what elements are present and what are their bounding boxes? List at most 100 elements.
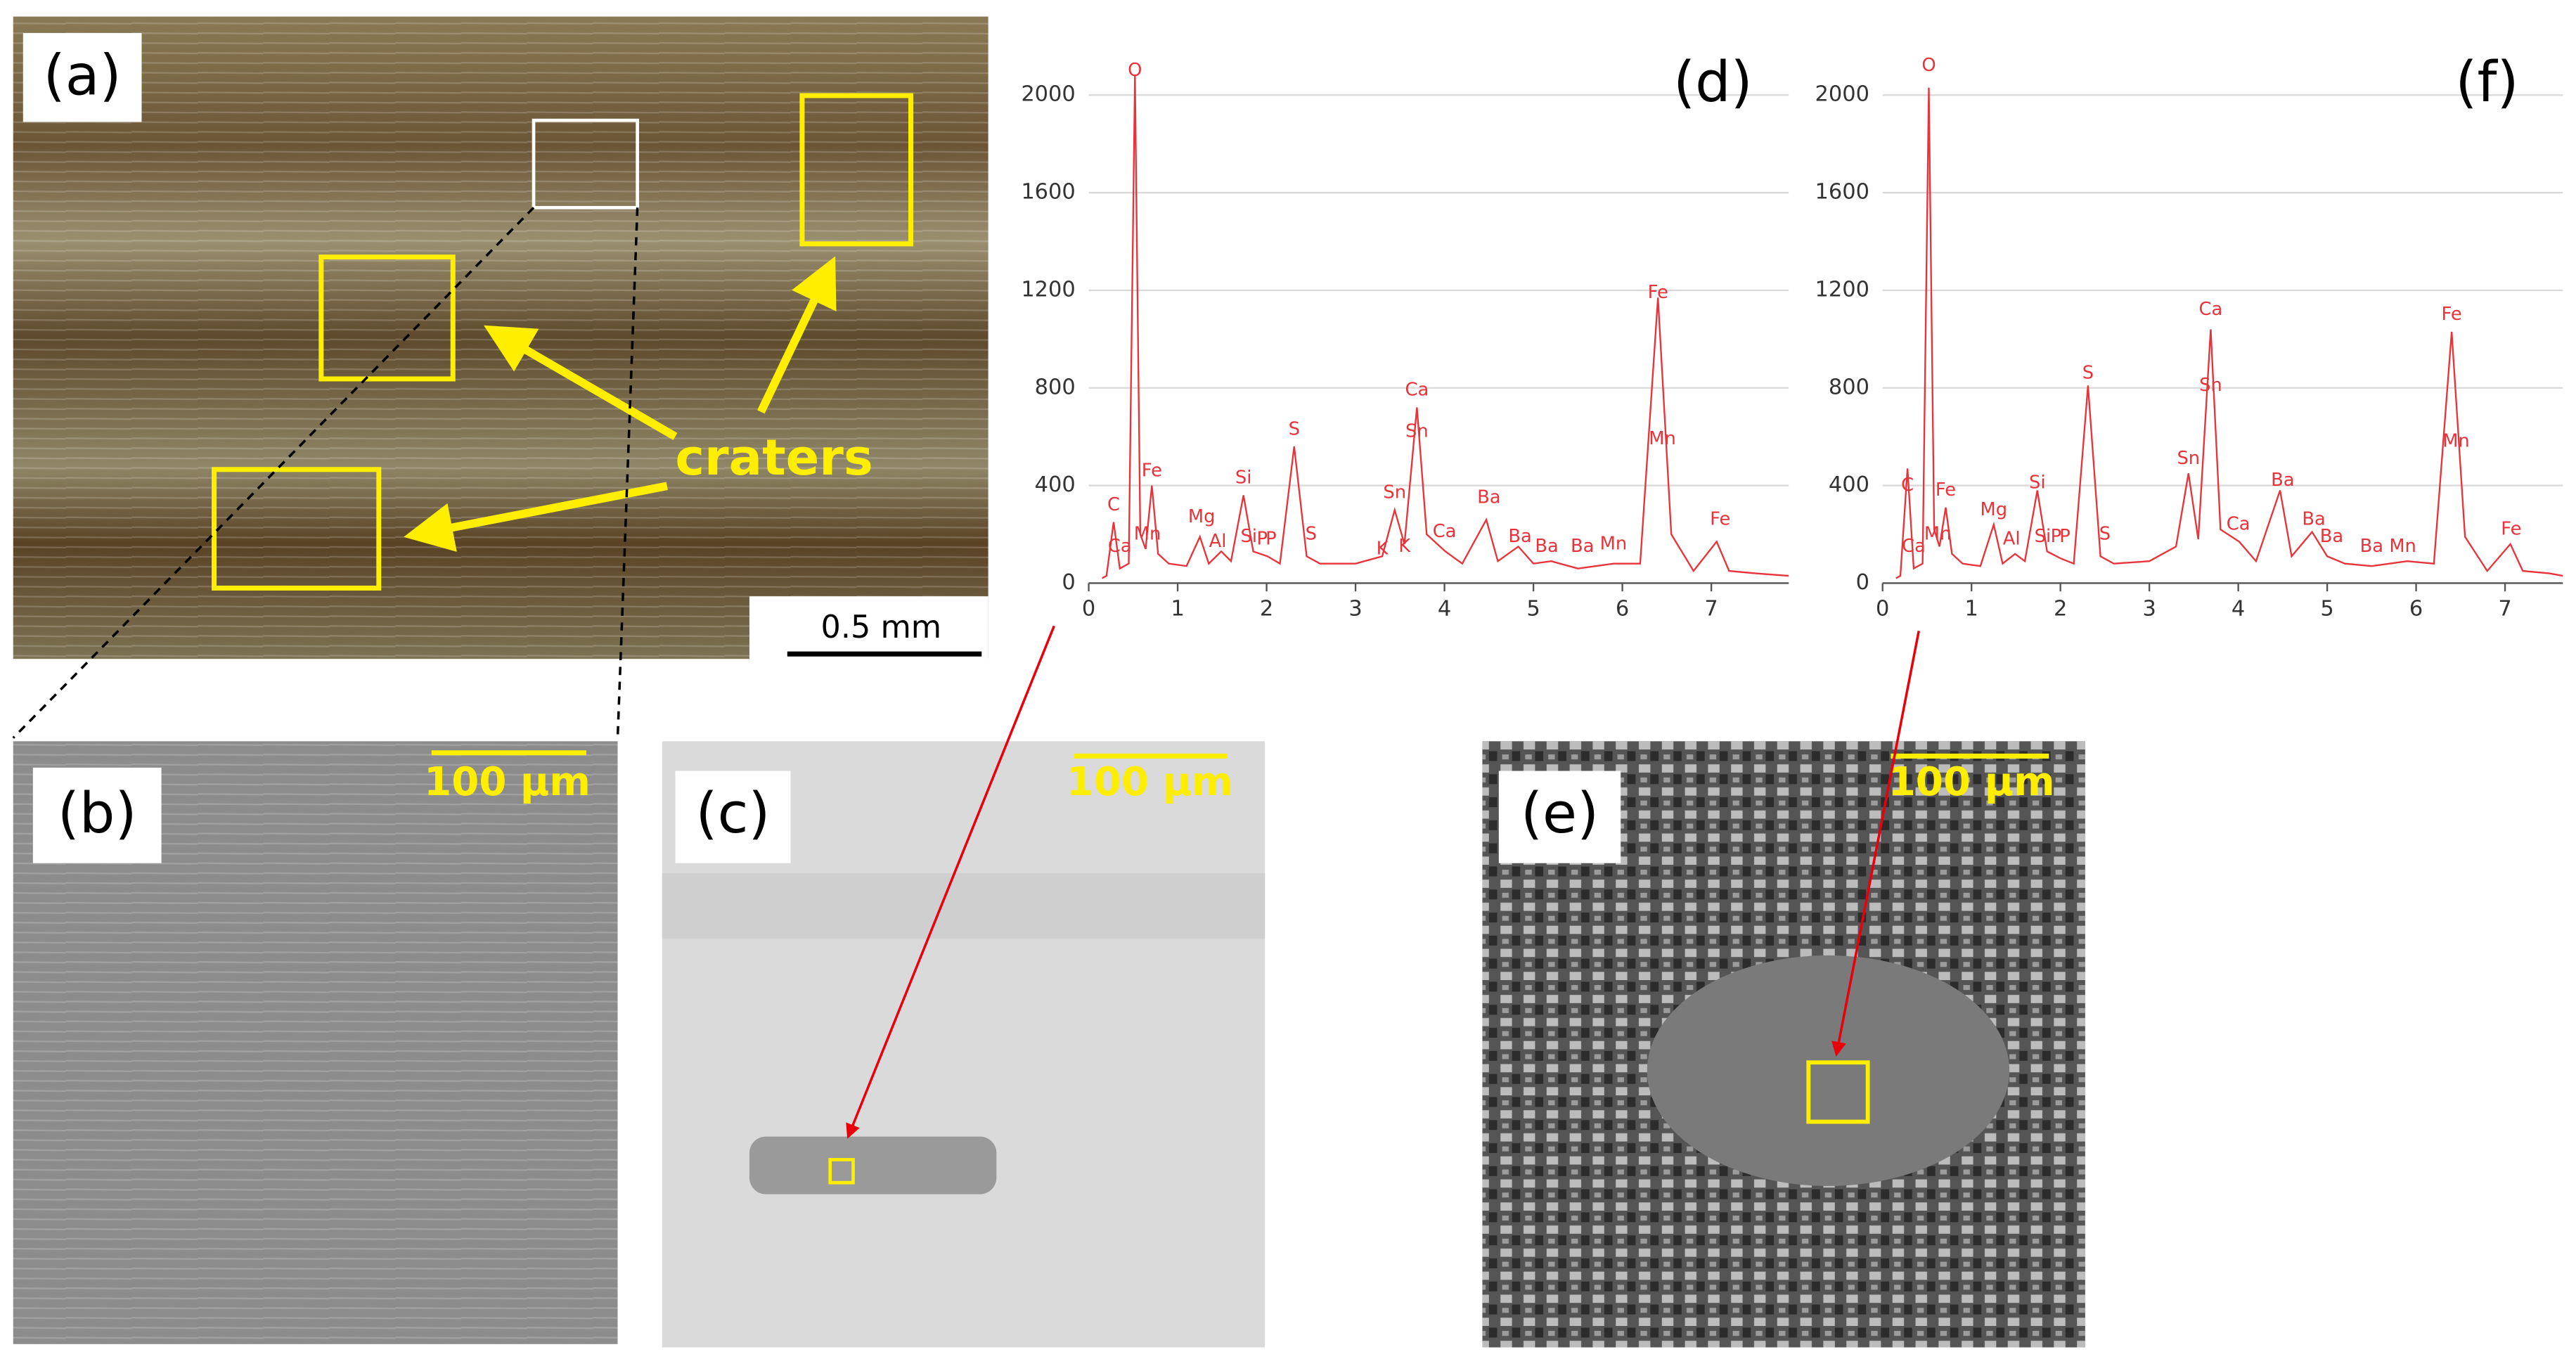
peak-label: Mn — [1649, 428, 1676, 449]
peak-label: S — [2082, 362, 2094, 383]
panel-label: (f) — [2455, 49, 2518, 115]
panel-label: (d) — [1673, 49, 1753, 115]
y-tick-label: 2000 — [1815, 82, 1869, 107]
peak-label: O — [1921, 55, 1936, 76]
peak-label: Ca — [1433, 521, 1457, 542]
peak-label: Fe — [1936, 479, 1956, 501]
peak-label: Sn — [1405, 421, 1429, 442]
peak-label: Sn — [1383, 482, 1406, 503]
y-tick-label: 800 — [1035, 375, 1076, 399]
panel-label: (e) — [1521, 780, 1599, 846]
annotation: craters — [675, 429, 872, 487]
crater-box — [799, 93, 914, 247]
peak-label: Fe — [1710, 509, 1730, 530]
peak-label: Ca — [1108, 536, 1132, 557]
peak-label: S — [2099, 524, 2111, 545]
x-tick-label: 3 — [2142, 596, 2156, 621]
x-tick-label: 5 — [2320, 596, 2333, 621]
peak-label: Fe — [1648, 282, 1668, 303]
link-arrow — [1831, 631, 1920, 1057]
x-tick-label: 4 — [2232, 596, 2245, 621]
link-arrow — [846, 625, 1055, 1139]
panel-label: (c) — [696, 780, 771, 846]
peak-label: Al — [2003, 528, 2021, 549]
peak-label: Mg — [1188, 506, 1216, 527]
peak-label: Sn — [2177, 448, 2200, 469]
peak-label: P — [1266, 528, 1277, 549]
panel-e: (e) 100 µm — [1482, 741, 2085, 1348]
texture — [1647, 955, 2010, 1186]
x-tick-label: 6 — [1616, 596, 1629, 621]
x-tick-label: 0 — [1082, 596, 1095, 621]
x-tick-label: 4 — [1438, 596, 1451, 621]
x-tick-label: 1 — [1965, 596, 1978, 621]
peak-label: Ca — [1902, 536, 1926, 557]
peak-label: Mn — [2442, 431, 2470, 452]
y-tick-label: 1200 — [1021, 277, 1075, 302]
panel-a: (a) craters 0.5 mm — [13, 16, 988, 662]
x-tick-label: 7 — [1704, 596, 1718, 621]
peak-label: C — [1107, 494, 1120, 515]
y-tick-label: 800 — [1829, 375, 1869, 399]
scale-bar-label: 100 µm — [1067, 759, 1233, 805]
peak-label: Mn — [2389, 536, 2416, 557]
arrow — [757, 256, 837, 414]
peak-label: P — [2051, 526, 2062, 547]
peak-label: Sn — [2199, 375, 2222, 396]
y-tick-label: 0 — [1856, 570, 1869, 595]
peak-label: Ba — [1508, 526, 1531, 547]
peak-label: C — [1901, 475, 1914, 496]
analysis-box — [1806, 1060, 1870, 1124]
peak-label: Ba — [2302, 509, 2325, 530]
panel-c: (c) 100 µm — [662, 741, 1266, 1348]
spectrum-line — [1101, 75, 1789, 579]
peak-label: Al — [1209, 531, 1227, 552]
peak-label: Mn — [1924, 524, 1952, 545]
scale-bar-label: 0.5 mm — [821, 610, 942, 645]
peak-label: Si — [2029, 472, 2046, 494]
peak-label: Fe — [2501, 519, 2521, 540]
peak-label: O — [1128, 60, 1142, 81]
peak-label: Ca — [2199, 299, 2223, 320]
x-tick-label: 5 — [1526, 596, 1540, 621]
x-tick-label: 6 — [2409, 596, 2423, 621]
y-tick-label: 400 — [1829, 472, 1869, 497]
x-tick-label: 2 — [1260, 596, 1273, 621]
peak-label: Si — [1235, 468, 1252, 489]
y-tick-label: 1200 — [1815, 277, 1869, 302]
peak-label: Mg — [1981, 499, 2008, 520]
peak-label: Ca — [1405, 380, 1429, 401]
peak-label: Ba — [2320, 526, 2343, 547]
peak-label: Ca — [2227, 514, 2250, 535]
scale-bar-label: 100 µm — [1888, 759, 2055, 805]
texture — [749, 1136, 997, 1194]
arrow — [483, 325, 678, 441]
crater-box — [212, 467, 382, 591]
zoom-line — [12, 207, 535, 739]
peak-label: Fe — [2442, 304, 2462, 325]
label-box — [32, 767, 162, 863]
peak-label: P — [1256, 528, 1268, 549]
peak-label: S — [1289, 418, 1300, 439]
x-tick-label: 1 — [1171, 596, 1184, 621]
peak-label: Mn — [1600, 533, 1628, 554]
zoom-box — [532, 118, 639, 210]
peak-label: K — [1398, 536, 1411, 557]
peak-label: Ba — [2360, 536, 2383, 557]
peak-label: Ba — [1535, 536, 1558, 557]
y-tick-label: 400 — [1035, 472, 1076, 497]
scale-bar-box — [749, 596, 988, 662]
x-tick-label: 7 — [2498, 596, 2511, 621]
y-tick-label: 0 — [1062, 570, 1075, 595]
panel-label: (a) — [44, 43, 122, 108]
arrow — [404, 482, 668, 552]
texture — [662, 872, 1266, 939]
label-box — [22, 32, 142, 122]
peak-label: Fe — [1142, 460, 1162, 481]
y-tick-label: 1600 — [1815, 180, 1869, 205]
crater-box — [318, 255, 456, 382]
peak-label: Mn — [1134, 524, 1161, 545]
panel-label: (b) — [58, 780, 137, 846]
